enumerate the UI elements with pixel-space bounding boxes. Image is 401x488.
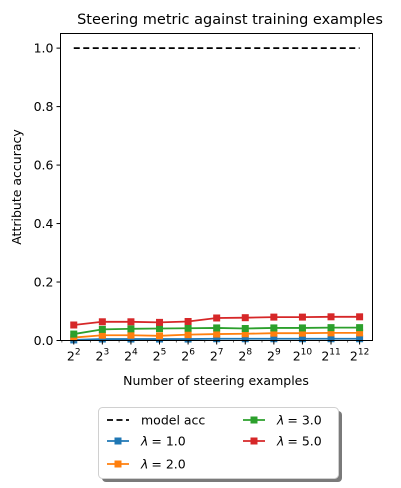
data-point: [184, 335, 192, 343]
legend-label: λ = 1.0: [140, 434, 186, 449]
x-tick-label: 27: [210, 348, 224, 364]
data-point: [184, 324, 192, 332]
legend-item: λ = 5.0: [243, 434, 322, 449]
data-point: [70, 334, 78, 342]
data-point: [127, 318, 135, 326]
data-point: [270, 324, 278, 332]
legend-item: λ = 3.0: [243, 413, 322, 428]
data-point: [98, 335, 106, 343]
legend-label: λ = 3.0: [276, 413, 322, 428]
x-tick-label: 211: [321, 348, 340, 364]
x-tick-label: 25: [153, 348, 167, 364]
series-2: [70, 329, 364, 342]
legend-item: model acc: [107, 413, 205, 428]
data-point: [327, 335, 335, 343]
legend-swatch-marker: [250, 416, 258, 424]
data-point: [213, 324, 221, 332]
data-point: [213, 314, 221, 322]
data-point: [356, 335, 364, 343]
y-tick-label: 1.0: [34, 41, 54, 56]
x-tick-label: 210: [293, 348, 313, 364]
x-tick-label: 24: [124, 348, 138, 364]
data-point: [270, 335, 278, 343]
data-point: [241, 330, 249, 338]
x-tick-label: 212: [350, 348, 369, 364]
axes-frame: [60, 33, 373, 341]
y-tick-label: 0.6: [34, 158, 54, 173]
x-tick-label: 22: [67, 348, 81, 364]
x-tick-label: 28: [238, 348, 252, 364]
x-tick-label: 29: [267, 348, 281, 364]
y-tick-label: 0.4: [34, 216, 54, 231]
data-point: [241, 335, 249, 343]
legend-swatch-marker: [250, 437, 258, 445]
legend-label: λ = 2.0: [140, 457, 186, 472]
x-axis-label: Number of steering examples: [123, 373, 309, 388]
data-point: [127, 335, 135, 343]
data-point: [298, 335, 306, 343]
chart-title: Steering metric against training example…: [77, 12, 383, 28]
data-point: [356, 329, 364, 337]
data-point: [327, 329, 335, 337]
legend-box: [98, 407, 339, 479]
data-point: [127, 325, 135, 333]
legend-label: λ = 5.0: [276, 434, 322, 449]
data-point: [298, 329, 306, 337]
data-point: [98, 325, 106, 333]
data-point: [298, 313, 306, 321]
data-point: [156, 318, 164, 326]
data-point: [356, 324, 364, 332]
x-tick-label: 26: [181, 348, 195, 364]
y-tick-label: 0.0: [34, 333, 54, 348]
legend: model acc λ = 1.0 λ = 2.0 λ = 3.0 λ = 5.0: [98, 407, 342, 482]
data-point: [356, 313, 364, 321]
data-point: [213, 335, 221, 343]
data-point: [270, 313, 278, 321]
data-point: [241, 314, 249, 322]
x-tick-label: 23: [96, 348, 110, 364]
series-4: [70, 313, 364, 329]
legend-item: λ = 2.0: [107, 457, 186, 472]
data-point: [156, 332, 164, 340]
data-point: [70, 330, 78, 338]
data-point: [213, 330, 221, 338]
legend-label: model acc: [141, 413, 205, 428]
data-point: [298, 324, 306, 332]
y-tick-label: 0.2: [34, 275, 54, 290]
data-point: [184, 317, 192, 325]
legend-swatch-marker: [114, 460, 122, 468]
data-point: [98, 318, 106, 326]
legend-swatch-marker: [114, 437, 122, 445]
data-point: [327, 324, 335, 332]
x-axis: 22 23 24 25 26 27 28 29 210 211 212: [61, 340, 369, 364]
y-tick-label: 0.8: [34, 99, 54, 114]
data-point: [270, 329, 278, 337]
y-axis: 0.0 0.2 0.4 0.6 0.8 1.0: [34, 41, 61, 348]
legend-item: λ = 1.0: [107, 434, 186, 449]
data-point: [127, 331, 135, 339]
data-point: [184, 331, 192, 339]
y-axis-label: Attribute accuracy: [9, 129, 24, 245]
series-3: [70, 324, 364, 338]
data-point: [156, 325, 164, 333]
data-point: [327, 313, 335, 321]
plot-area: [70, 47, 364, 344]
data-point: [70, 321, 78, 329]
data-point: [98, 331, 106, 339]
data-point: [241, 325, 249, 333]
